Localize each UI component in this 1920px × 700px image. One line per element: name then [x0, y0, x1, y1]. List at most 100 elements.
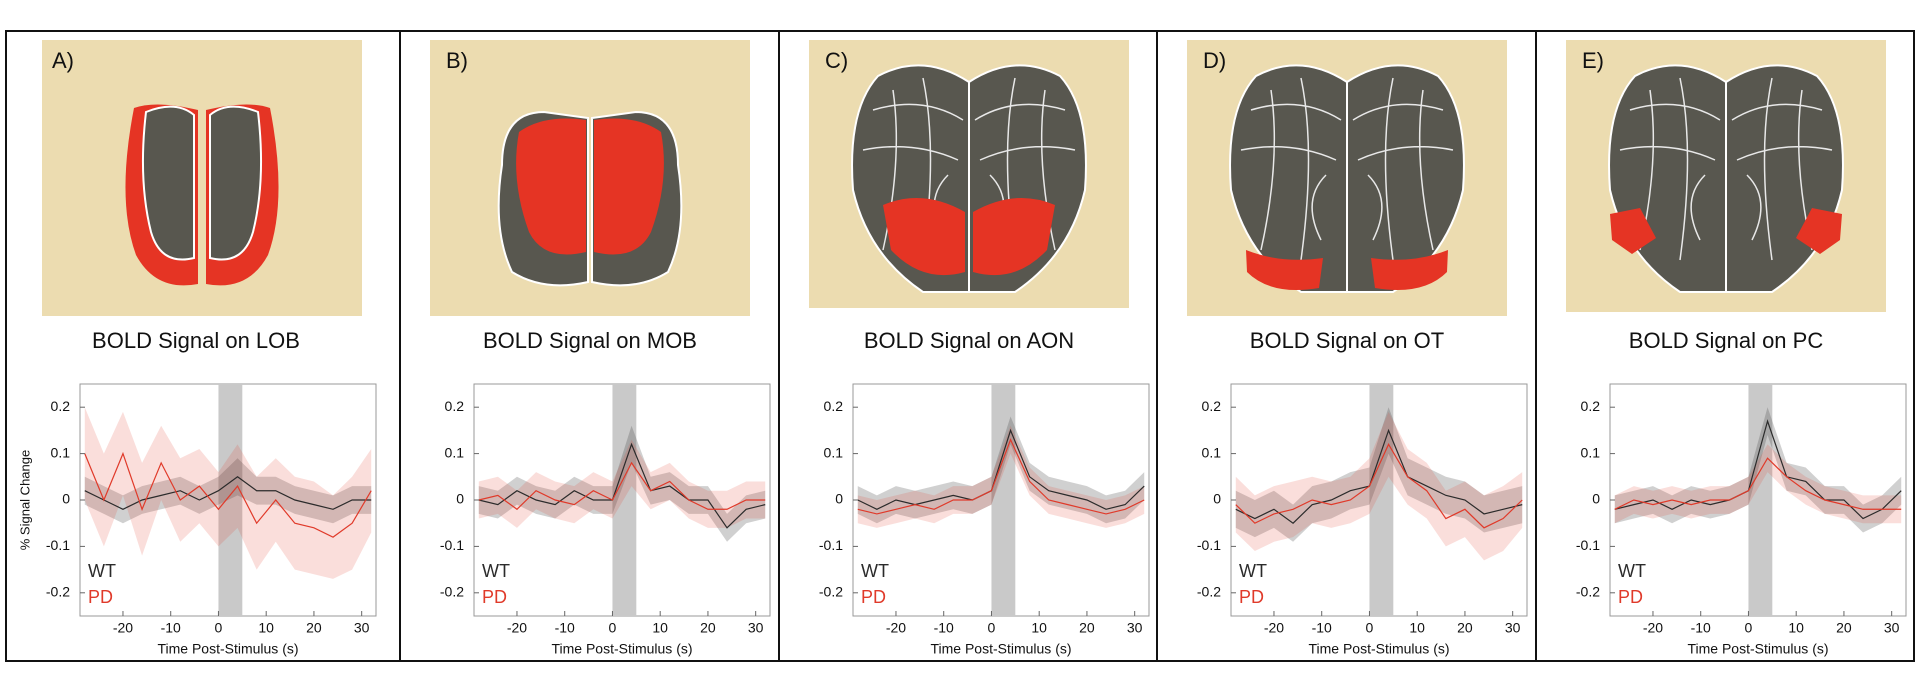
legend-entry: PD — [1239, 587, 1264, 607]
error-band — [478, 425, 766, 542]
x-tick-label: 30 — [1505, 620, 1521, 636]
error-band — [1235, 411, 1523, 561]
y-tick-label: 0 — [1213, 491, 1221, 507]
x-tick-label: 20 — [306, 620, 322, 636]
x-tick-label: 0 — [1366, 620, 1374, 636]
y-tick-label: -0.2 — [1197, 584, 1221, 600]
error-band — [1235, 407, 1523, 542]
y-tick-label: 0 — [835, 491, 843, 507]
x-tick-label: 10 — [652, 620, 668, 636]
panel-frame — [1535, 30, 1915, 662]
x-tick-label: 0 — [609, 620, 617, 636]
panel-label: B) — [446, 48, 468, 73]
legend-entry: WT — [88, 561, 116, 581]
panel-title: BOLD Signal on AON — [864, 328, 1074, 353]
y-tick-label: -0.1 — [1197, 537, 1221, 553]
error-band — [84, 407, 372, 579]
panel-label: D) — [1203, 48, 1226, 73]
x-tick-label: 10 — [258, 620, 274, 636]
y-tick-label: 0.1 — [51, 444, 71, 460]
y-tick-label: 0.1 — [1202, 444, 1222, 460]
x-tick-label: 0 — [988, 620, 996, 636]
brain-image — [1566, 40, 1886, 312]
x-tick-label: 30 — [1884, 620, 1900, 636]
x-tick-label: 30 — [748, 620, 764, 636]
legend-entry: WT — [482, 561, 510, 581]
panel-title: BOLD Signal on PC — [1629, 328, 1824, 353]
x-tick-label: 20 — [1836, 620, 1852, 636]
y-tick-label: 0 — [1592, 491, 1600, 507]
stimulus-shade — [991, 384, 1016, 616]
data-line — [1235, 443, 1523, 529]
x-tick-label: -20 — [1264, 620, 1284, 636]
brain-image — [1187, 40, 1507, 316]
y-axis-label: % Signal Change — [17, 450, 32, 550]
x-tick-label: 10 — [1409, 620, 1425, 636]
x-tick-label: -20 — [886, 620, 906, 636]
error-band — [478, 439, 766, 528]
y-tick-label: 0.2 — [824, 398, 844, 414]
data-line — [857, 428, 1145, 510]
x-axis-label: Time Post-Stimulus (s) — [157, 641, 298, 657]
panel-title: BOLD Signal on OT — [1250, 328, 1444, 353]
brain-image — [430, 40, 750, 316]
x-axis-label: Time Post-Stimulus (s) — [551, 641, 692, 657]
y-tick-label: 0.1 — [445, 444, 465, 460]
x-axis-label: Time Post-Stimulus (s) — [1308, 641, 1449, 657]
x-tick-label: 0 — [215, 620, 223, 636]
x-tick-label: 0 — [1745, 620, 1753, 636]
x-tick-label: 10 — [1788, 620, 1804, 636]
y-tick-label: 0 — [62, 491, 70, 507]
y-tick-label: 0.2 — [1202, 398, 1222, 414]
legend-entry: WT — [1239, 561, 1267, 581]
panel-title: BOLD Signal on MOB — [483, 328, 697, 353]
y-tick-label: 0 — [456, 491, 464, 507]
data-line — [1614, 457, 1902, 510]
legend-entry: PD — [861, 587, 886, 607]
x-tick-label: -10 — [555, 620, 575, 636]
y-tick-label: 0.2 — [445, 398, 465, 414]
x-axis-label: Time Post-Stimulus (s) — [930, 641, 1071, 657]
y-tick-label: -0.1 — [440, 537, 464, 553]
y-tick-label: -0.2 — [819, 584, 843, 600]
data-line — [478, 442, 766, 529]
y-tick-label: 0.1 — [1581, 444, 1601, 460]
brain-image — [42, 40, 362, 316]
panel-title: BOLD Signal on LOB — [92, 328, 300, 353]
x-tick-label: -20 — [1643, 620, 1663, 636]
brain-image — [809, 40, 1129, 308]
y-tick-label: 0.2 — [51, 398, 71, 414]
y-tick-label: -0.1 — [1576, 537, 1600, 553]
legend-entry: PD — [1618, 587, 1643, 607]
stimulus-shade — [218, 384, 243, 616]
legend-entry: WT — [861, 561, 889, 581]
error-band — [84, 458, 372, 524]
x-axis-label: Time Post-Stimulus (s) — [1687, 641, 1828, 657]
legend-entry: WT — [1618, 561, 1646, 581]
x-tick-label: -10 — [1312, 620, 1332, 636]
data-line — [478, 461, 766, 511]
legend-entry: PD — [482, 587, 507, 607]
data-line — [84, 451, 372, 538]
data-line — [1235, 428, 1523, 524]
x-tick-label: 20 — [700, 620, 716, 636]
data-line — [84, 476, 372, 510]
data-line — [1614, 419, 1902, 520]
y-tick-label: 0.2 — [1581, 398, 1601, 414]
y-tick-label: -0.2 — [440, 584, 464, 600]
x-tick-label: -10 — [161, 620, 181, 636]
x-tick-label: -10 — [1691, 620, 1711, 636]
data-line — [857, 438, 1145, 515]
x-tick-label: 20 — [1457, 620, 1473, 636]
legend-entry: PD — [88, 587, 113, 607]
y-tick-label: -0.1 — [46, 537, 70, 553]
stimulus-shade — [1748, 384, 1773, 616]
x-tick-label: -20 — [507, 620, 527, 636]
x-tick-label: -20 — [113, 620, 133, 636]
panel-label: E) — [1582, 48, 1604, 73]
y-tick-label: -0.2 — [1576, 584, 1600, 600]
panel-label: C) — [825, 48, 848, 73]
x-tick-label: 30 — [354, 620, 370, 636]
stimulus-shade — [612, 384, 637, 616]
